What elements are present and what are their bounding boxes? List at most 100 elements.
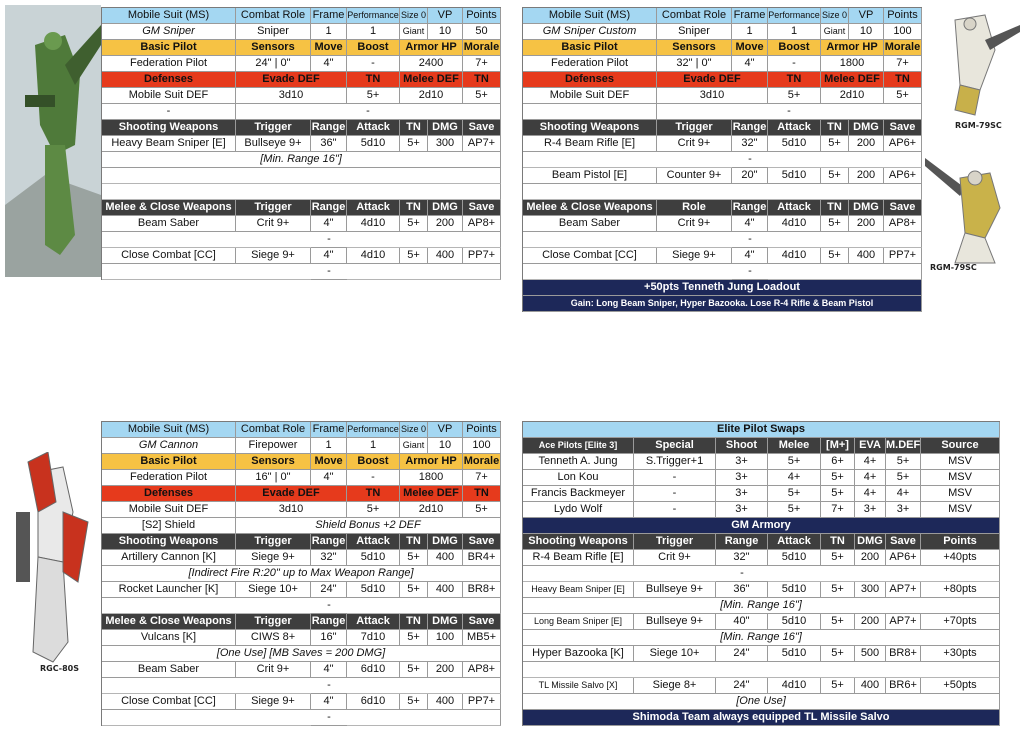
table-cell: Mobile Suit DEF: [102, 88, 236, 104]
table-cell: 3d10: [657, 88, 768, 104]
table-cell: 6d10: [347, 694, 400, 710]
mech-illustration: [5, 5, 101, 277]
table-cell: Melee & Close Weapons: [102, 614, 236, 630]
table-cell: -: [311, 598, 347, 614]
table-cell: 5d10: [347, 550, 400, 566]
table-cell: Elite Pilot Swaps: [523, 422, 1000, 438]
table-cell: 3d10: [236, 502, 347, 518]
table-cell: AP6+: [884, 168, 922, 184]
table-cell: TN: [347, 486, 400, 502]
table-cell: TN: [400, 200, 428, 216]
table-cell: 5+: [400, 630, 428, 646]
table-cell: 1: [347, 438, 400, 454]
table-cell: M.DEF: [886, 438, 921, 454]
table-cell: 2d10: [821, 88, 884, 104]
table-cell: 400: [849, 248, 884, 264]
table-cell: Firepower: [236, 438, 311, 454]
table-cell: 32" | 0": [657, 56, 732, 72]
table-cell: Range: [732, 120, 768, 136]
table-cell: VP: [428, 8, 463, 24]
table-cell: BR8+: [886, 646, 921, 662]
table-cell: Ace Pilots [Elite 3]: [523, 438, 634, 454]
table-cell: 4+: [886, 486, 921, 502]
table-cell: Siege 9+: [236, 550, 311, 566]
table-cell: Shooting Weapons: [523, 534, 634, 550]
table-cell: 24" | 0": [236, 56, 311, 72]
table-cell: Armor HP: [400, 454, 463, 470]
table-cell: Combat Role: [657, 8, 732, 24]
table-cell: Combat Role: [236, 8, 311, 24]
unit-card: Mobile Suit (MS) Combat Role Frame Performa…: [101, 7, 501, 280]
table-cell: 400: [428, 582, 463, 598]
table-cell: GM Sniper Custom: [523, 24, 657, 40]
table-cell: 1800: [821, 56, 884, 72]
table-cell: MSV: [921, 470, 1000, 486]
table-row: Basic Pilot Sensors Move Boost Armor HP Moral…: [523, 40, 922, 56]
table-row: [102, 168, 501, 184]
table-cell: AP7+: [463, 136, 501, 152]
table-cell: TN: [347, 72, 400, 88]
table-cell: Shooting Weapons: [102, 534, 236, 550]
table-row: TL Missile Salvo [X] Siege 8+ 24" 4d10 5+ 400…: [523, 678, 1000, 694]
table-cell: -: [311, 264, 347, 280]
table-row: [Min. Range 16"]: [523, 630, 1000, 646]
table-cell: +40pts: [921, 550, 1000, 566]
table-cell: Shimoda Team always equipped TL Missile …: [523, 710, 1000, 726]
table-cell: Range: [716, 534, 768, 550]
table-row: -: [523, 152, 922, 168]
table-cell: Size 0: [400, 8, 428, 24]
table-cell: TN: [463, 486, 501, 502]
table-cell: AP8+: [463, 216, 501, 232]
table-cell: +70pts: [921, 614, 1000, 630]
table-row: -: [102, 710, 501, 726]
table-cell: Basic Pilot: [102, 40, 236, 56]
table-cell: Beam Saber: [523, 216, 657, 232]
table-cell: Tenneth A. Jung: [523, 454, 634, 470]
table-cell: TN: [884, 72, 922, 88]
table-cell: 24": [311, 582, 347, 598]
table-cell: Vulcans [K]: [102, 630, 236, 646]
table-cell: Move: [732, 40, 768, 56]
table-cell: 40": [716, 614, 768, 630]
table-cell: 4+: [768, 470, 821, 486]
table-cell: Close Combat [CC]: [102, 248, 236, 264]
table-cell: Crit 9+: [634, 550, 716, 566]
table-cell: 5+: [400, 248, 428, 264]
table-row: [523, 184, 922, 200]
table-cell: 200: [855, 550, 886, 566]
table-cell: 5+: [463, 88, 501, 104]
table-cell: 200: [855, 614, 886, 630]
table-cell: 5+: [400, 694, 428, 710]
table-row: Elite Pilot Swaps: [523, 422, 1000, 438]
table-row: [523, 662, 1000, 678]
table-cell: S.Trigger+1: [634, 454, 716, 470]
table-cell: 1: [347, 24, 400, 40]
table-cell: DMG: [428, 200, 463, 216]
table-cell: CIWS 8+: [236, 630, 311, 646]
table-cell: 4d10: [768, 216, 821, 232]
table-cell: Lon Kou: [523, 470, 634, 486]
table-row: [102, 184, 501, 200]
table-row: GM Armory: [523, 518, 1000, 534]
table-cell: Defenses: [102, 72, 236, 88]
table-cell: 100: [428, 630, 463, 646]
table-cell: 300: [855, 582, 886, 598]
table-cell: Sniper: [236, 24, 311, 40]
table-row: Close Combat [CC] Siege 9+ 4" 6d10 5+ 400 PP7+: [102, 694, 501, 710]
table-cell: Siege 9+: [236, 248, 311, 264]
table-row: --: [102, 104, 501, 120]
table-row: R-4 Beam Rifle [E] Crit 9+ 32" 5d10 5+ 200 AP6…: [523, 136, 922, 152]
table-cell: Boost: [768, 40, 821, 56]
table-cell: 36": [716, 582, 768, 598]
table-cell: 5d10: [768, 550, 821, 566]
table-cell: Frame: [311, 422, 347, 438]
table-cell: 24": [716, 646, 768, 662]
table-cell: Rocket Launcher [K]: [102, 582, 236, 598]
table-row: Defenses Evade DEF TN Melee DEF TN: [102, 486, 501, 502]
table-row: Close Combat [CC] Siege 9+ 4" 4d10 5+ 400 PP7+: [523, 248, 922, 264]
table-row: -: [102, 598, 501, 614]
table-cell: Beam Saber: [102, 662, 236, 678]
table-cell: -: [236, 104, 501, 120]
table-cell: 5+: [821, 678, 855, 694]
table-cell: Close Combat [CC]: [102, 694, 236, 710]
